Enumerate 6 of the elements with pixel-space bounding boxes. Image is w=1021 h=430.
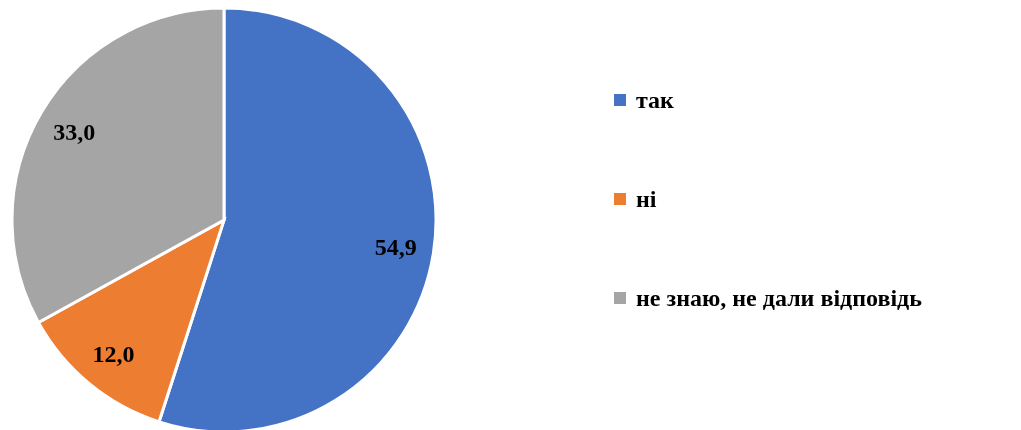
legend-label: ні <box>636 186 657 212</box>
legend-label: не знаю, не дали відповідь <box>636 285 923 311</box>
data-label: 12,0 <box>92 341 135 368</box>
legend-label: так <box>636 87 675 113</box>
data-label: 54,9 <box>374 233 417 260</box>
data-label: 33,0 <box>53 118 96 145</box>
